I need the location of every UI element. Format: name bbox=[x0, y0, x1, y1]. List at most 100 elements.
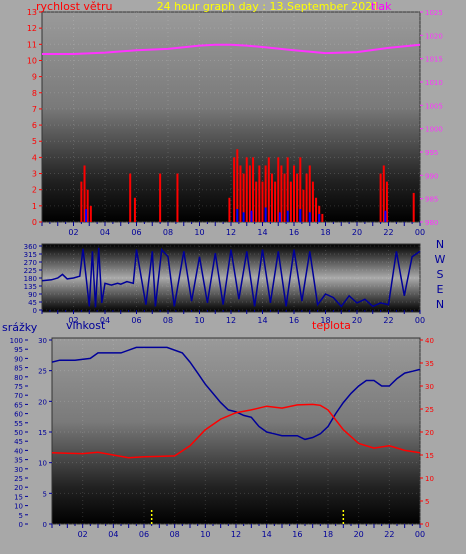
humidity-y-tick-label: 25 bbox=[38, 368, 47, 376]
wind-y-tick-label: 13 bbox=[27, 8, 37, 17]
temperature-y-tick-label: 5 bbox=[425, 498, 429, 506]
humidity-x-tick-label: 02 bbox=[78, 530, 88, 539]
direction-line bbox=[41, 247, 421, 308]
wind-y-tick-label: 5 bbox=[32, 137, 37, 146]
wind-pressure-plot-area bbox=[41, 11, 421, 223]
humidity-y-tick-label: 10 bbox=[38, 460, 47, 468]
temperature-y-tick-label: 35 bbox=[425, 360, 434, 368]
pressure-y-tick-label: 985 bbox=[425, 196, 438, 204]
compass-label: S bbox=[437, 268, 444, 281]
wind-y-tick-label: 11 bbox=[27, 40, 37, 49]
wind-x-tick-label: 14 bbox=[257, 228, 267, 237]
wind-x-tick-label: 20 bbox=[352, 228, 362, 237]
compass-label: E bbox=[437, 283, 444, 296]
wind-x-tick-label: 16 bbox=[289, 228, 299, 237]
humidity-y-tick-label: 5 bbox=[43, 490, 47, 498]
rain-y-tick-label: 35 bbox=[14, 457, 23, 465]
rain-y-tick-label: 40 bbox=[14, 447, 23, 455]
temperature-y-tick-label: 25 bbox=[425, 406, 434, 414]
direction-y-tick-label: 45 bbox=[28, 299, 37, 307]
humidity-x-tick-label: 12 bbox=[231, 530, 241, 539]
direction-series bbox=[41, 247, 421, 308]
wind-y-tick-label: 6 bbox=[32, 121, 37, 130]
direction-x-tick-label: 00 bbox=[415, 316, 425, 325]
direction-x-tick-label: 08 bbox=[163, 316, 173, 325]
pressure-axis-label: tlak bbox=[371, 0, 392, 13]
wind-y-tick-label: 2 bbox=[32, 186, 37, 195]
wind-y-tick-label: 9 bbox=[32, 73, 37, 82]
humidity-y-tick-label: 15 bbox=[38, 429, 47, 437]
humidity-x-tick-label: 18 bbox=[323, 530, 333, 539]
rain-y-tick-label: 100 bbox=[10, 337, 23, 345]
rain-y-tick-label: 5 bbox=[19, 512, 23, 520]
wind-y-tick-label: 1 bbox=[32, 202, 37, 211]
wind-x-tick-label: 12 bbox=[226, 228, 236, 237]
wind-x-tick-label: 18 bbox=[320, 228, 330, 237]
humidity-line bbox=[51, 346, 421, 441]
rain-y-tick-label: 60 bbox=[14, 411, 23, 419]
wind-y-tick-label: 3 bbox=[32, 170, 37, 179]
wind-y-tick-label: 10 bbox=[27, 56, 37, 65]
humidity-x-tick-label: 08 bbox=[170, 530, 180, 539]
wind-x-tick-label: 00 bbox=[415, 228, 425, 237]
rain-y-tick-label: 25 bbox=[14, 475, 23, 483]
chart-title: 24 hour graph day : 13.September 2021 bbox=[157, 0, 380, 13]
direction-y-tick-label: 0 bbox=[33, 307, 37, 315]
pressure-y-tick-label: 1000 bbox=[425, 126, 443, 134]
temperature-y-tick-label: 0 bbox=[425, 521, 429, 529]
wind-y-tick-label: 7 bbox=[32, 105, 37, 114]
humidity-y-tick-label: 30 bbox=[38, 337, 47, 345]
temperature-y-tick-label: 15 bbox=[425, 452, 434, 460]
wind-y-tick-label: 4 bbox=[32, 153, 37, 162]
pressure-y-tick-label: 1025 bbox=[425, 9, 443, 17]
humidity-x-tick-label: 06 bbox=[139, 530, 149, 539]
wind-y-tick-label: 8 bbox=[32, 89, 37, 98]
humidity-x-tick-label: 22 bbox=[384, 530, 394, 539]
direction-grid bbox=[42, 245, 421, 311]
direction-x-tick-label: 16 bbox=[289, 316, 299, 325]
direction-x-tick-label: 14 bbox=[257, 316, 267, 325]
rain-y-tick-label: 90 bbox=[14, 355, 23, 363]
rain-y-tick-label: 85 bbox=[14, 365, 23, 373]
rain-y-tick-label: 70 bbox=[14, 392, 23, 400]
wind-x-tick-label: 06 bbox=[131, 228, 141, 237]
wind-y-tick-label: 12 bbox=[27, 24, 37, 33]
direction-y-tick-label: 225 bbox=[24, 267, 37, 275]
direction-plot-area bbox=[41, 243, 421, 313]
direction-x-tick-label: 10 bbox=[194, 316, 204, 325]
direction-x-tick-label: 02 bbox=[68, 316, 78, 325]
rain-y-tick-label: 15 bbox=[14, 493, 23, 501]
pressure-y-tick-label: 1015 bbox=[425, 56, 443, 64]
humidity-x-tick-label: 20 bbox=[354, 530, 364, 539]
rain-y-tick-label: 95 bbox=[14, 346, 23, 354]
wind-pressure-series bbox=[42, 43, 421, 222]
pressure-y-tick-label: 1010 bbox=[425, 79, 443, 87]
humidity-temperature-axes: 02 04 06 08 10 12 14 16 18 20 22 000510152025303540… bbox=[10, 337, 434, 539]
direction-x-tick-label: 18 bbox=[320, 316, 330, 325]
rain-y-tick-label: 20 bbox=[14, 484, 23, 492]
pressure-y-tick-label: 1005 bbox=[425, 102, 443, 110]
temperature-axis-label: teplota bbox=[312, 319, 351, 332]
wind-pressure-grid bbox=[42, 11, 421, 223]
direction-y-tick-label: 135 bbox=[24, 283, 37, 291]
pressure-y-tick-label: 980 bbox=[425, 219, 438, 227]
temperature-line bbox=[51, 403, 421, 459]
humidity-x-tick-label: 00 bbox=[415, 530, 425, 539]
rain-y-tick-label: 65 bbox=[14, 401, 23, 409]
humidity-x-tick-label: 04 bbox=[108, 530, 118, 539]
humidity-temperature-series bbox=[51, 346, 421, 524]
direction-y-tick-label: 315 bbox=[24, 251, 37, 259]
rain-y-tick-label: 45 bbox=[14, 438, 23, 446]
rain-y-tick-label: 0 bbox=[19, 521, 23, 529]
direction-y-tick-label: 90 bbox=[28, 291, 37, 299]
rain-axis-label: srážky bbox=[2, 321, 38, 334]
humidity-x-tick-label: 14 bbox=[262, 530, 272, 539]
direction-axes: 02 04 06 08 10 12 14 16 18 20 22 000459013518022527… bbox=[24, 243, 425, 325]
humidity-y-tick-label: 20 bbox=[38, 398, 47, 406]
rain-y-tick-label: 30 bbox=[14, 466, 23, 474]
pressure-y-tick-label: 1020 bbox=[425, 32, 443, 40]
pressure-y-tick-label: 995 bbox=[425, 149, 438, 157]
rain-y-tick-label: 75 bbox=[14, 383, 23, 391]
